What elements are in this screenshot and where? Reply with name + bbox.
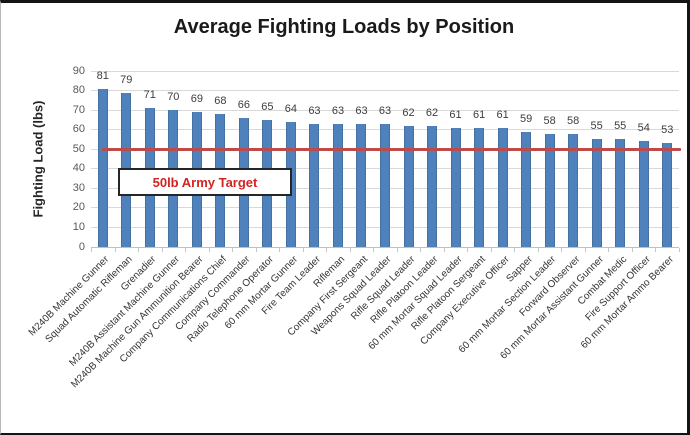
x-axis-line [91,247,679,248]
bar [474,127,485,247]
x-axis-tick-mark [608,248,610,252]
bar [450,127,461,247]
bar-value-label: 58 [543,114,556,127]
bar [568,133,579,247]
x-axis-tick-mark [396,248,398,252]
bar-value-label: 59 [519,112,533,125]
bar-value-label: 66 [237,98,250,111]
gridline [91,70,679,72]
x-axis-tick-mark [537,248,539,252]
bar-value-label: 63 [355,104,368,117]
x-axis-tick-mark [443,248,445,252]
bar [309,123,320,247]
bar [662,143,673,247]
y-tick-label: 50 [72,142,85,155]
bar-value-label: 71 [143,89,156,102]
x-axis-tick-mark [326,248,328,252]
x-axis-tick-mark [679,248,680,252]
bar-value-label: 55 [614,120,627,133]
x-axis-tick-mark [232,248,234,252]
x-axis-tick-mark [584,248,586,252]
x-axis-tick-mark [302,248,304,252]
x-axis-tick-mark [91,248,92,252]
bar [521,131,532,247]
x-axis-tick-mark [138,248,140,252]
x-axis-tick-mark [514,248,516,252]
bar-value-label: 54 [637,122,650,135]
bar-value-label: 64 [284,102,298,115]
bar [591,139,602,247]
x-axis-tick-mark [185,248,187,252]
y-axis-title: Fighting Load (lbs) [30,100,46,218]
bar-value-label: 61 [472,108,486,121]
target-label-text: 50lb Army Target [152,174,258,190]
bar-value-label: 63 [378,104,392,117]
bar-value-label: 81 [96,69,109,82]
x-axis-tick-mark [279,248,281,252]
y-tick-label: 10 [72,220,85,233]
bar [544,133,555,247]
bar-value-label: 61 [449,108,462,121]
bar-value-label: 63 [331,104,345,117]
x-axis-tick-mark [490,248,492,252]
bar [97,88,108,247]
y-tick-label: 40 [72,162,85,175]
y-tick-label: 20 [72,201,85,214]
x-axis-tick-mark [161,248,163,252]
bar-value-label: 65 [261,100,274,113]
gridline [91,90,679,92]
bar-value-label: 58 [567,114,580,127]
y-tick-label: 80 [72,84,85,97]
bar-value-label: 55 [590,120,603,133]
bar [380,123,390,247]
bar [497,127,508,247]
bar-value-label: 68 [214,95,227,108]
bar [403,125,414,247]
bar-value-label: 61 [496,108,509,121]
y-tick-label: 0 [78,240,85,253]
bar-value-label: 70 [167,91,180,104]
bar [427,125,438,247]
bar [356,123,367,247]
x-axis-tick-mark [349,248,351,252]
bar [638,141,649,247]
x-axis-tick-mark [373,248,375,252]
x-axis-tick-mark [655,248,657,252]
y-tick-label: 70 [72,103,85,116]
x-axis-tick-mark [420,248,422,252]
y-tick-label: 60 [72,123,85,136]
x-axis-tick-mark [561,248,563,252]
bar [332,123,343,247]
bar-value-label: 69 [190,93,203,106]
bar [615,139,626,247]
x-axis-tick-mark [255,248,257,252]
bar-value-label: 62 [402,106,415,119]
x-axis-tick-mark [208,248,210,252]
y-tick-label: 90 [72,64,85,77]
x-axis-tick-mark [114,248,116,252]
target-line [101,147,681,151]
bar-value-label: 53 [661,124,674,137]
x-axis-tick-mark [631,248,633,252]
y-tick-label: 30 [72,181,85,194]
bar-value-label: 63 [308,104,321,117]
chart-title: Average Fighting Loads by Position [173,16,515,38]
bar-value-label: 79 [120,73,133,86]
bar-value-label: 62 [425,106,439,119]
x-axis-tick-mark [467,248,469,252]
target-label-box: 50lb Army Target [118,168,292,196]
gridline [91,109,679,111]
